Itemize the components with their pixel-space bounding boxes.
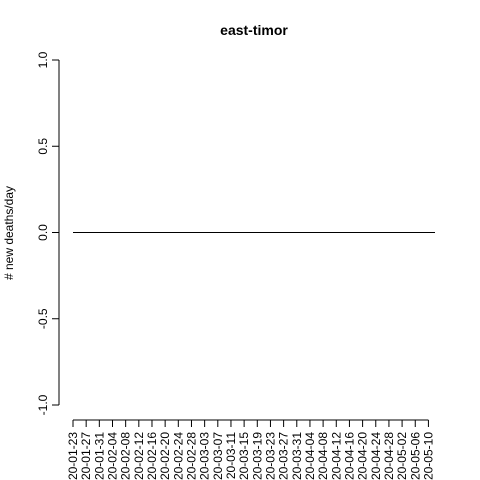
x-tick-label: 20-03-07: [211, 432, 225, 480]
x-tick-label: 20-03-19: [250, 432, 264, 480]
x-tick-label: 20-03-15: [237, 432, 251, 480]
x-tick-label: 20-04-20: [356, 432, 370, 480]
x-tick-label: 20-02-16: [145, 432, 159, 480]
y-tick-label: 1.0: [36, 51, 50, 68]
x-tick-label: 20-02-28: [184, 432, 198, 480]
x-tick-label: 20-04-24: [369, 432, 383, 480]
x-tick-label: 20-04-28: [382, 432, 396, 480]
x-tick-label: 20-05-10: [421, 432, 435, 480]
x-tick-label: 20-04-04: [303, 432, 317, 480]
y-tick-label: -1.0: [36, 394, 50, 415]
x-tick-label: 20-03-23: [263, 432, 277, 480]
chart-title: east-timor: [220, 22, 288, 38]
y-axis-label: # new deaths/day: [2, 186, 16, 280]
x-tick-label: 20-02-08: [119, 432, 133, 480]
x-tick-label: 20-05-06: [408, 432, 422, 480]
x-tick-label: 20-04-12: [329, 432, 343, 480]
y-tick-label: -0.5: [36, 308, 50, 329]
x-tick-label: 20-05-02: [395, 432, 409, 480]
y-tick-label: 0.0: [36, 224, 50, 241]
x-axis: 20-01-23 20-01-27 20-01-31 20-02-04 20-02-08…: [66, 419, 435, 480]
x-tick-label: 20-01-27: [79, 432, 93, 480]
x-tick-label: 20-03-03: [198, 432, 212, 480]
y-tick-label: 0.5: [36, 138, 50, 155]
x-tick-label: 20-04-08: [316, 432, 330, 480]
x-tick-label: 20-02-04: [105, 432, 119, 480]
x-tick-label: 20-03-31: [290, 432, 304, 480]
x-tick-label: 20-02-24: [171, 432, 185, 480]
x-tick-label: 20-02-20: [158, 432, 172, 480]
x-tick-label: 20-02-12: [132, 432, 146, 480]
x-tick-label: 20-03-11: [224, 432, 238, 479]
x-tick-label: 20-03-27: [277, 432, 291, 480]
x-tick-label: 20-04-16: [342, 432, 356, 480]
x-tick-label: 20-01-23: [66, 432, 80, 480]
x-tick-label: 20-01-31: [92, 432, 106, 480]
y-axis: -1.0 -0.5 0.0 0.5 1.0: [36, 51, 60, 415]
